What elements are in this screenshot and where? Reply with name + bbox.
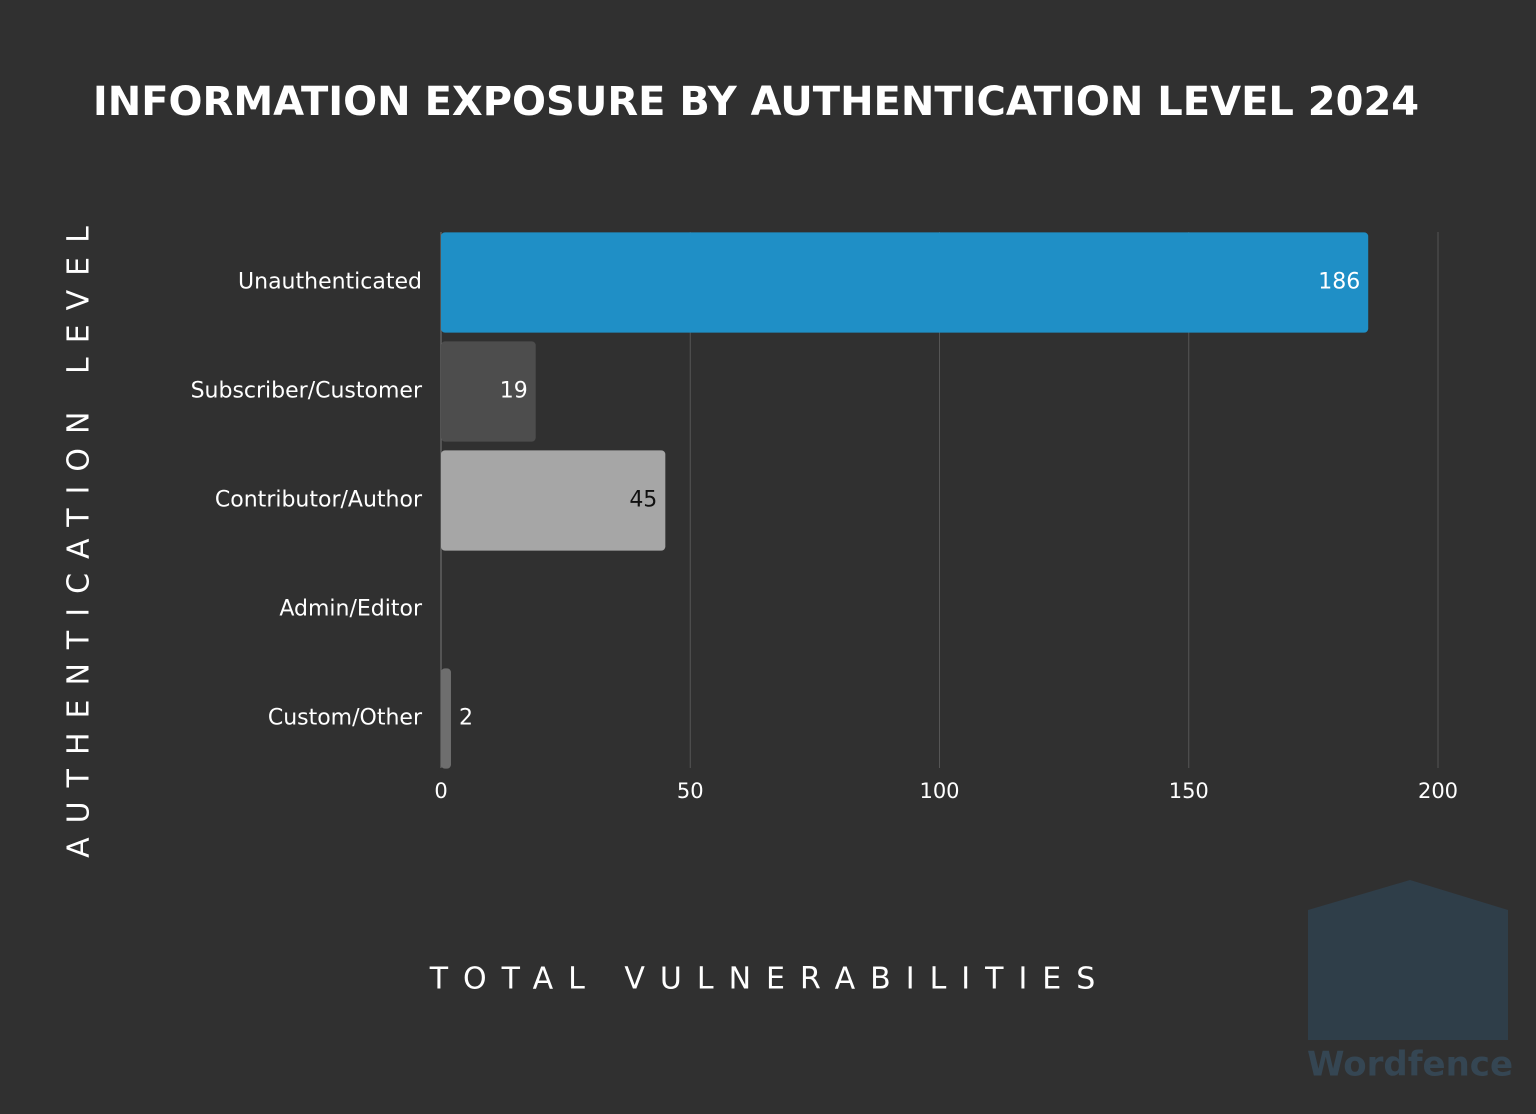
bar xyxy=(441,450,666,551)
bar xyxy=(441,341,536,442)
watermark: Wordfence xyxy=(1307,880,1513,1085)
watermark-text: Wordfence xyxy=(1307,1045,1513,1085)
watermark-shield xyxy=(1308,880,1508,1040)
data-label: 2 xyxy=(459,706,473,731)
x-tick-label: 150 xyxy=(1169,779,1209,803)
y-tick-label: Admin/Editor xyxy=(279,597,423,622)
y-tick-label: Contributor/Author xyxy=(215,488,423,513)
x-tick-label: 200 xyxy=(1418,779,1458,803)
x-tick-label: 50 xyxy=(677,779,704,803)
data-label: 186 xyxy=(1318,270,1360,295)
x-tick-label: 100 xyxy=(919,779,959,803)
y-tick-label: Subscriber/Customer xyxy=(191,379,423,404)
x-axis-title: TOTAL VULNERABILITIES xyxy=(429,962,1111,997)
x-tick-label: 0 xyxy=(434,779,447,803)
data-label: 45 xyxy=(629,488,657,513)
chart-title: INFORMATION EXPOSURE BY AUTHENTICATION L… xyxy=(93,79,1419,125)
y-axis-title: AUTHENTICATION LEVEL xyxy=(62,212,97,858)
bar xyxy=(441,232,1369,333)
data-label: 19 xyxy=(500,379,528,404)
y-tick-label: Unauthenticated xyxy=(238,270,422,295)
bar xyxy=(441,668,451,769)
y-tick-label: Custom/Other xyxy=(268,706,423,731)
